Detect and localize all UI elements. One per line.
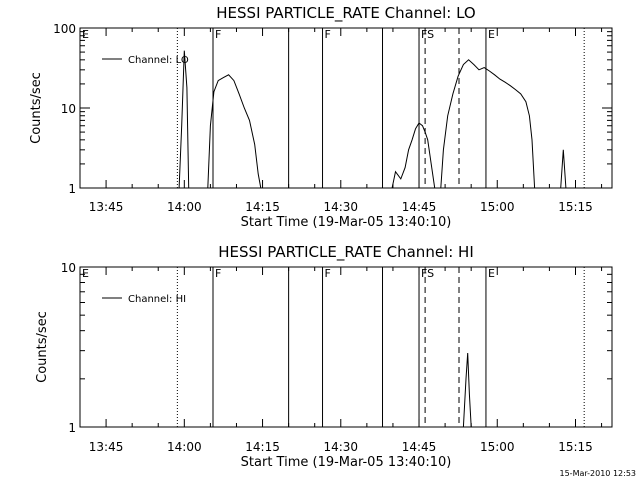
x-tick-label: 14:45 [402, 440, 437, 454]
y-tick-label: 100 [53, 22, 76, 36]
series-line [462, 352, 472, 428]
x-axis-label: Start Time (19-Mar-05 13:40:10) [241, 215, 452, 230]
y-tick-label: 1 [68, 182, 76, 196]
x-tick-label: 14:30 [323, 200, 358, 214]
event-label: E [488, 28, 495, 41]
event-label: FS [421, 28, 434, 41]
event-label: F [215, 28, 221, 41]
series-line [440, 59, 536, 189]
y-tick-label: 10 [61, 102, 76, 116]
y-axis-label: Counts/sec [29, 72, 44, 144]
y-axis-label: Counts/sec [35, 311, 50, 383]
panel-hi-channel: HESSI PARTICLE_RATE Channel: HI F F FS E E 13:… [35, 243, 613, 470]
plot-frame [79, 266, 613, 428]
event-label: FS [421, 267, 434, 280]
footer-timestamp: 15-Mar-2010 12:53 [560, 469, 637, 478]
x-tick-label: 14:15 [245, 200, 280, 214]
chart-title: HESSI PARTICLE_RATE Channel: LO [216, 4, 475, 23]
event-label: F [325, 267, 331, 280]
x-tick-label: 15:00 [480, 440, 515, 454]
event-label: E [82, 267, 89, 280]
x-tick-label: 14:15 [245, 440, 280, 454]
y-tick-label: 1 [68, 421, 76, 435]
panel-lo-channel: HESSI PARTICLE_RATE Channel: LO F F FS E E 13:… [29, 4, 613, 230]
series-line [560, 149, 567, 189]
x-axis-label: Start Time (19-Mar-05 13:40:10) [241, 455, 452, 470]
legend-entry: Channel: HI [128, 294, 186, 305]
x-tick-label: 14:00 [167, 440, 202, 454]
x-tick-label: 15:00 [480, 200, 515, 214]
legend-entry: Channel: LO [128, 55, 189, 66]
event-label: E [488, 267, 495, 280]
x-tick-label: 15:15 [558, 200, 593, 214]
x-tick-label: 13:45 [89, 440, 124, 454]
x-tick-label: 13:45 [89, 200, 124, 214]
y-tick-label: 10 [61, 261, 76, 275]
event-label: F [325, 28, 331, 41]
x-tick-label: 14:00 [167, 200, 202, 214]
x-tick-label: 14:30 [323, 440, 358, 454]
plot-frame [79, 27, 613, 189]
series-line [207, 74, 262, 189]
chart-title: HESSI PARTICLE_RATE Channel: HI [218, 243, 474, 262]
series-line [391, 122, 436, 189]
event-label: F [215, 267, 221, 280]
x-tick-label: 15:15 [558, 440, 593, 454]
x-tick-label: 14:45 [402, 200, 437, 214]
series-line [178, 50, 190, 189]
event-label: E [82, 28, 89, 41]
